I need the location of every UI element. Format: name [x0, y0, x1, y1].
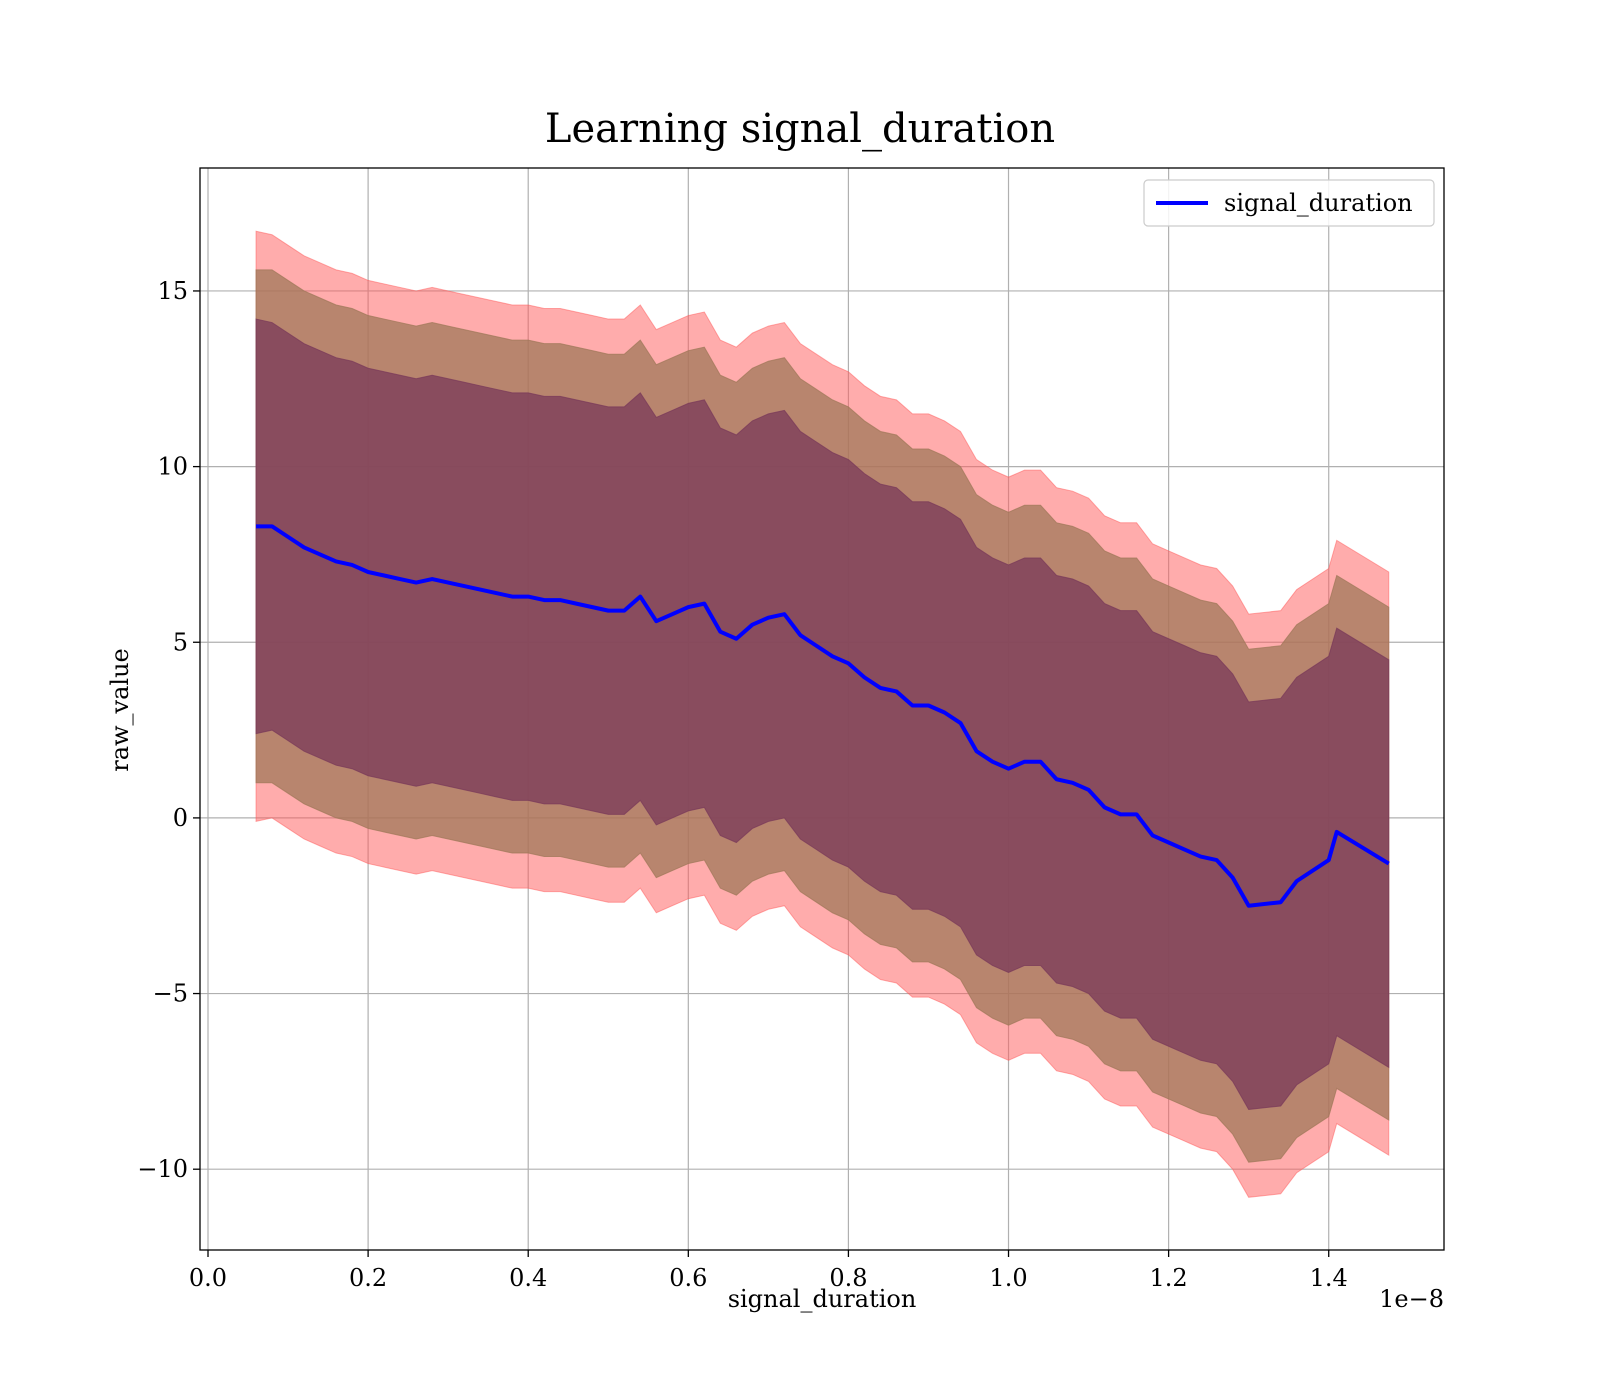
- legend-label: signal_duration: [1224, 189, 1413, 217]
- x-tick-label: 0.4: [509, 1264, 547, 1292]
- x-tick-label: 1.0: [989, 1264, 1027, 1292]
- x-tick-label: 0.8: [829, 1264, 867, 1292]
- y-tick-label: 10: [157, 453, 188, 481]
- plot-frame: [199, 167, 1445, 1251]
- confidence-bands: [255, 230, 1390, 1198]
- series-line-signal_duration: [256, 524, 1390, 908]
- legend-box: [1143, 179, 1435, 227]
- y-axis: 15 10 5 0 −5 −10: [137, 277, 200, 1183]
- x-tick-label: 1.2: [1150, 1264, 1188, 1292]
- y-tick-label: 15: [157, 277, 188, 305]
- series-lines: [256, 524, 1390, 908]
- legend: signal_duration: [1143, 179, 1435, 227]
- x-tick-label: 1.4: [1310, 1264, 1348, 1292]
- x-tick-label: 0.6: [669, 1264, 707, 1292]
- y-tick-label: 5: [173, 628, 188, 656]
- y-tick-label: −10: [137, 1155, 188, 1183]
- x-tick-label: 0.2: [349, 1264, 387, 1292]
- y-tick-label: −5: [153, 980, 188, 1008]
- x-axis: 0.0 0.2 0.4 0.6 0.8 1.0 1.2 1.4: [189, 1250, 1348, 1292]
- y-axis-label: raw_value: [106, 648, 134, 772]
- x-axis-label: signal_duration: [728, 1285, 917, 1313]
- y-tick-label: 0: [173, 804, 188, 832]
- x-tick-label: 0.0: [189, 1264, 227, 1292]
- chart-title: Learning signal_duration: [545, 106, 1055, 152]
- band-inner: [255, 318, 1390, 1111]
- x-axis-offset-text: 1e−8: [1379, 1285, 1444, 1313]
